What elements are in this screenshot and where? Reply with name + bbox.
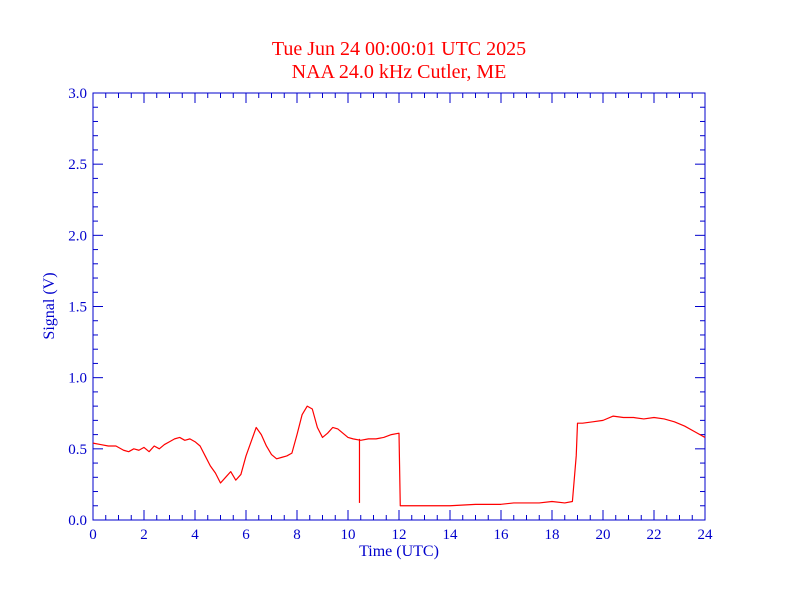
x-tick-label: 16 [494, 527, 510, 543]
y-tick-label: 2.5 [68, 157, 87, 173]
x-tick-label: 6 [242, 527, 250, 543]
x-tick-label: 14 [443, 527, 459, 543]
x-axis-label: Time (UTC) [359, 543, 439, 560]
y-tick-label: 3.0 [68, 86, 87, 102]
y-axis-label: Signal (V) [41, 272, 58, 339]
y-tick-label: 1.0 [68, 371, 87, 387]
x-tick-label: 24 [698, 527, 714, 543]
x-tick-label: 12 [392, 527, 407, 543]
x-tick-label: 8 [293, 527, 301, 543]
x-tick-label: 20 [596, 527, 611, 543]
y-axis: 0.0 0.5 1.0 1.5 2.0 2.5 3.0 [68, 86, 705, 529]
chart-subtitle: NAA 24.0 kHz Cutler, ME [292, 61, 507, 83]
x-tick-label: 0 [89, 527, 97, 543]
signal-series-line [92, 405, 706, 507]
x-tick-label: 22 [647, 527, 662, 543]
series-layer [92, 405, 706, 507]
y-tick-label: 0.0 [68, 513, 87, 529]
y-tick-label: 1.5 [68, 300, 87, 316]
x-tick-label: 18 [545, 527, 560, 543]
x-tick-label: 10 [341, 527, 356, 543]
y-tick-label: 2.0 [68, 228, 87, 244]
x-axis: 0 2 4 6 8 10 12 14 16 18 20 22 24 [89, 93, 713, 543]
chart-title: Tue Jun 24 00:00:01 UTC 2025 [272, 38, 526, 60]
y-tick-label: 0.5 [68, 442, 87, 458]
x-tick-label: 2 [140, 527, 148, 543]
x-tick-label: 4 [191, 527, 199, 543]
